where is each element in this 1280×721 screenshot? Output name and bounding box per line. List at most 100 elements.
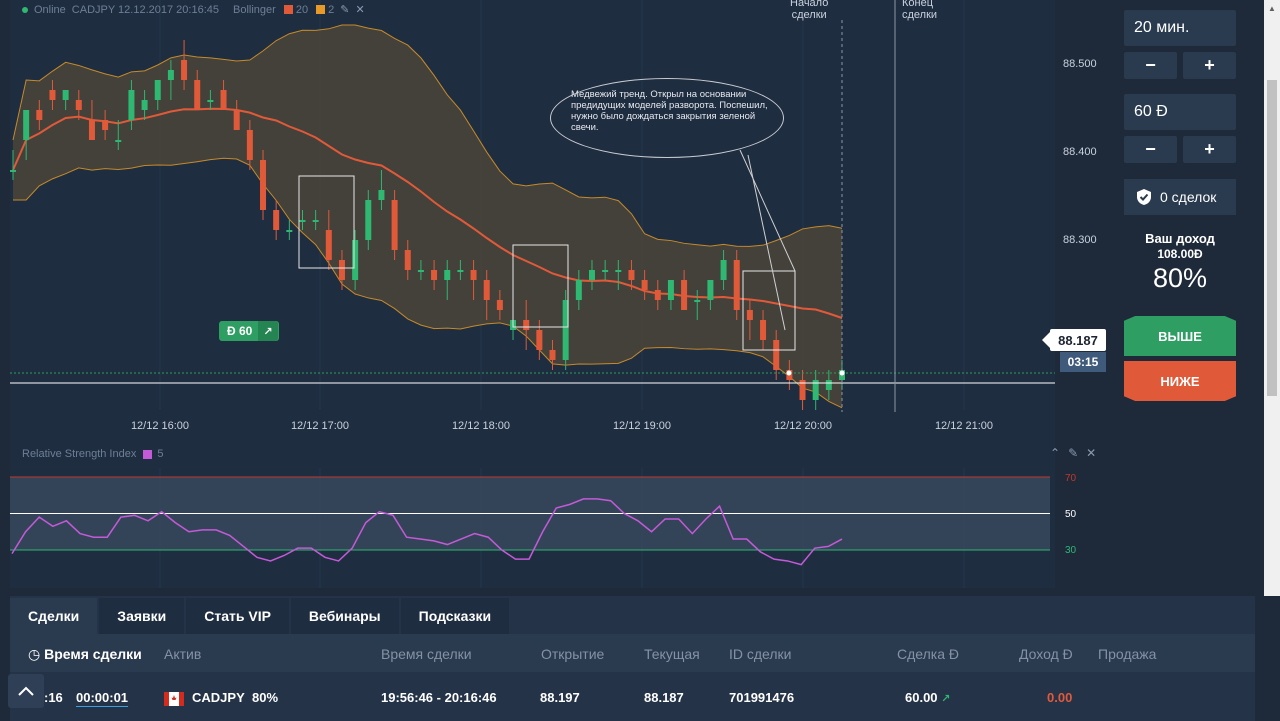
candle-body bbox=[773, 340, 780, 370]
table-header-current[interactable]: Текущая bbox=[644, 646, 700, 662]
indicator-name: Bollinger bbox=[232, 3, 276, 16]
candle-body bbox=[141, 100, 148, 110]
candle-body bbox=[338, 260, 345, 280]
candle-body bbox=[667, 280, 674, 300]
table-header-deal[interactable]: Сделка Ð bbox=[897, 646, 959, 662]
annotation-pointer bbox=[747, 154, 786, 331]
arrow-up-right-icon: ↗ bbox=[258, 321, 278, 341]
table-header-period[interactable]: Время сделки bbox=[381, 646, 472, 662]
candle-body bbox=[220, 90, 227, 110]
rsi-color-icon bbox=[143, 449, 153, 459]
higher-button[interactable]: ВЫШЕ bbox=[1124, 316, 1236, 356]
candle-body bbox=[88, 120, 95, 140]
table-header-asset[interactable]: Актив bbox=[164, 646, 202, 662]
scroll-top-button[interactable] bbox=[8, 674, 44, 708]
candle-body bbox=[628, 270, 635, 280]
candle-body bbox=[325, 230, 332, 260]
candle-body bbox=[654, 290, 661, 300]
rsi-header: Relative Strength Index 5 bbox=[22, 448, 163, 460]
collapse-icon[interactable]: ⌃ bbox=[1050, 446, 1061, 460]
candle-body bbox=[536, 330, 543, 350]
tab-hints[interactable]: Подсказки bbox=[400, 598, 510, 634]
deals-count-button[interactable]: 0 сделок bbox=[1124, 179, 1236, 215]
amount-input[interactable]: 60 Ð bbox=[1124, 94, 1236, 130]
lower-button[interactable]: НИЖЕ bbox=[1124, 361, 1236, 401]
candle-body bbox=[746, 310, 753, 320]
x-tick-label: 12/12 18:00 bbox=[451, 420, 511, 432]
bottom-tabs: Сделки Заявки Стать VIP Вебинары Подсказ… bbox=[10, 598, 511, 634]
candle-body bbox=[799, 380, 806, 400]
candle-body bbox=[115, 140, 122, 142]
bollinger-band-fill bbox=[13, 24, 842, 408]
row-id: 701991476 bbox=[729, 690, 795, 705]
table-header-open[interactable]: Открытие bbox=[541, 646, 605, 662]
close-icon[interactable]: ✕ bbox=[1086, 446, 1097, 460]
candle-body bbox=[444, 270, 451, 280]
candle-body bbox=[681, 280, 688, 310]
tab-deals[interactable]: Сделки bbox=[10, 598, 98, 634]
candle-body bbox=[431, 270, 438, 280]
y-tick-label: 88.400 bbox=[1063, 146, 1097, 158]
scrollbar[interactable]: ▲ bbox=[1264, 0, 1280, 596]
duration-plus-button[interactable]: + bbox=[1183, 52, 1236, 79]
candle-body bbox=[812, 380, 819, 400]
candle-body bbox=[615, 270, 622, 272]
edit-pencil-icon[interactable]: ✎ bbox=[340, 4, 350, 16]
edit-pencil-icon[interactable]: ✎ bbox=[1068, 446, 1079, 460]
x-tick-label: 12/12 17:00 bbox=[290, 420, 350, 432]
table-header-income[interactable]: Доход Ð bbox=[1019, 646, 1073, 662]
online-status: Online bbox=[34, 3, 66, 16]
candle-body bbox=[760, 320, 767, 340]
deal-badge[interactable]: Ð 60 ↗ bbox=[219, 321, 279, 341]
table-header-id[interactable]: ID сделки bbox=[729, 646, 792, 662]
amount-plus-button[interactable]: + bbox=[1183, 136, 1236, 163]
candle-body bbox=[562, 300, 569, 360]
table-header-sell[interactable]: Продажа bbox=[1098, 646, 1157, 662]
rsi-panel[interactable] bbox=[10, 438, 1055, 588]
candle-body bbox=[23, 110, 30, 140]
candle-body bbox=[286, 230, 293, 232]
pattern-box bbox=[298, 175, 355, 269]
candle-body bbox=[417, 270, 424, 272]
candle-body bbox=[194, 80, 201, 110]
shield-icon bbox=[1137, 189, 1151, 205]
pattern-box bbox=[742, 270, 796, 351]
scroll-up-arrow-icon[interactable]: ▲ bbox=[1268, 4, 1276, 13]
candle-body bbox=[352, 240, 359, 280]
amount-minus-button[interactable]: − bbox=[1124, 136, 1177, 163]
duration-minus-button[interactable]: − bbox=[1124, 52, 1177, 79]
income-value: 108.00Ð bbox=[1157, 247, 1203, 261]
x-tick-label: 12/12 20:00 bbox=[773, 420, 833, 432]
tab-vip[interactable]: Стать VIP bbox=[186, 598, 289, 634]
indicator-param1: 20 bbox=[295, 3, 309, 16]
candle-body bbox=[233, 110, 240, 130]
timer-tag: 03:15 bbox=[1060, 352, 1106, 372]
rsi-chart-svg bbox=[10, 468, 1050, 588]
trade-panel: 20 мин. − + 60 Ð − + 0 сделок Ваш доход … bbox=[1110, 0, 1260, 438]
row-countdown: 00:00:01 bbox=[76, 690, 129, 705]
row-deal-value: 60.00 bbox=[905, 690, 938, 705]
table-row[interactable] bbox=[10, 675, 1255, 721]
canada-flag-icon bbox=[164, 691, 184, 706]
duration-input[interactable]: 20 мин. bbox=[1124, 10, 1236, 46]
candle-body bbox=[483, 280, 490, 300]
price-chart[interactable] bbox=[10, 0, 1055, 438]
tab-webinars[interactable]: Вебинары bbox=[290, 598, 399, 634]
param2-color-icon bbox=[316, 5, 326, 15]
clock-icon: ◷ bbox=[28, 646, 41, 662]
candle-body bbox=[733, 260, 740, 310]
candle-body bbox=[75, 100, 82, 110]
tab-orders[interactable]: Заявки bbox=[99, 598, 185, 634]
candle-body bbox=[365, 200, 372, 240]
candle-body bbox=[49, 90, 56, 100]
close-indicator-icon[interactable]: ✕ bbox=[355, 4, 365, 16]
annotation-pointer bbox=[739, 149, 796, 272]
income-title: Ваш доход bbox=[1145, 231, 1215, 246]
scrollbar-thumb[interactable] bbox=[1267, 80, 1277, 396]
candle-body bbox=[154, 80, 161, 100]
candle-body bbox=[312, 220, 319, 222]
annotation-bubble: Медвежий тренд. Открыл на основании пред… bbox=[550, 78, 784, 158]
table-header-time-left[interactable]: ◷ Время сделки bbox=[28, 646, 142, 663]
candle-body bbox=[549, 350, 556, 360]
row-period: 19:56:46 - 20:16:46 bbox=[381, 690, 497, 705]
